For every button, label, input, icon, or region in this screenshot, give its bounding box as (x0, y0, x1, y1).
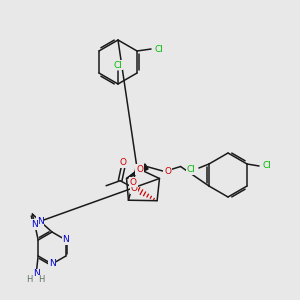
Text: H: H (26, 275, 32, 284)
Text: N: N (32, 220, 38, 229)
Text: N: N (33, 269, 40, 278)
Text: N: N (62, 236, 69, 244)
Text: N: N (49, 260, 56, 268)
Text: N: N (37, 217, 44, 226)
Text: O: O (130, 178, 137, 187)
Text: O: O (130, 184, 138, 193)
Text: H: H (38, 275, 44, 284)
Text: Cl: Cl (262, 161, 272, 170)
Text: Cl: Cl (114, 61, 122, 70)
Text: Cl: Cl (187, 166, 195, 175)
Text: O: O (120, 158, 127, 167)
Text: Cl: Cl (154, 44, 164, 53)
Text: O: O (164, 167, 171, 176)
Polygon shape (127, 164, 148, 178)
Text: O: O (136, 165, 143, 174)
